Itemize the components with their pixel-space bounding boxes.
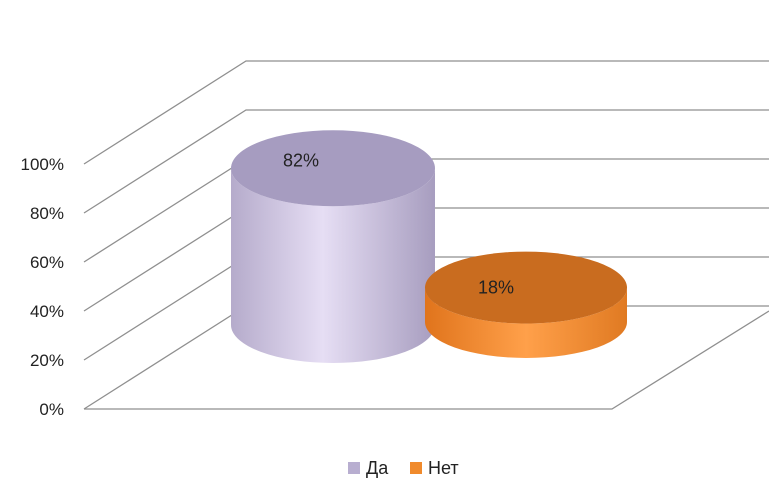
legend-swatch xyxy=(348,462,360,474)
data-label: 82% xyxy=(283,150,319,170)
y-tick-label: 40% xyxy=(30,302,64,321)
legend-label: Да xyxy=(366,458,389,478)
bar-body xyxy=(425,287,627,358)
data-label: 18% xyxy=(478,278,514,298)
y-tick-label: 80% xyxy=(30,204,64,223)
bars: 82% 18% xyxy=(231,130,627,363)
y-tick-label: 20% xyxy=(30,351,64,370)
bar-da: 82% xyxy=(231,130,435,363)
legend: Да Нет xyxy=(348,458,459,478)
bar-body xyxy=(231,168,435,363)
y-axis xyxy=(84,310,769,410)
bar-top xyxy=(425,251,627,324)
y-tick-label: 100% xyxy=(21,155,64,174)
bar-top xyxy=(231,130,435,207)
legend-swatch xyxy=(410,462,422,474)
gridline xyxy=(83,109,769,214)
legend-label: Нет xyxy=(428,458,459,478)
y-tick-labels: 0% 20% 40% 60% 80% 100% xyxy=(21,155,64,419)
y-tick-label: 0% xyxy=(39,400,64,419)
bar-net: 18% xyxy=(425,251,627,358)
gridline xyxy=(83,60,769,165)
floor xyxy=(84,310,769,410)
y-tick-label: 60% xyxy=(30,253,64,272)
